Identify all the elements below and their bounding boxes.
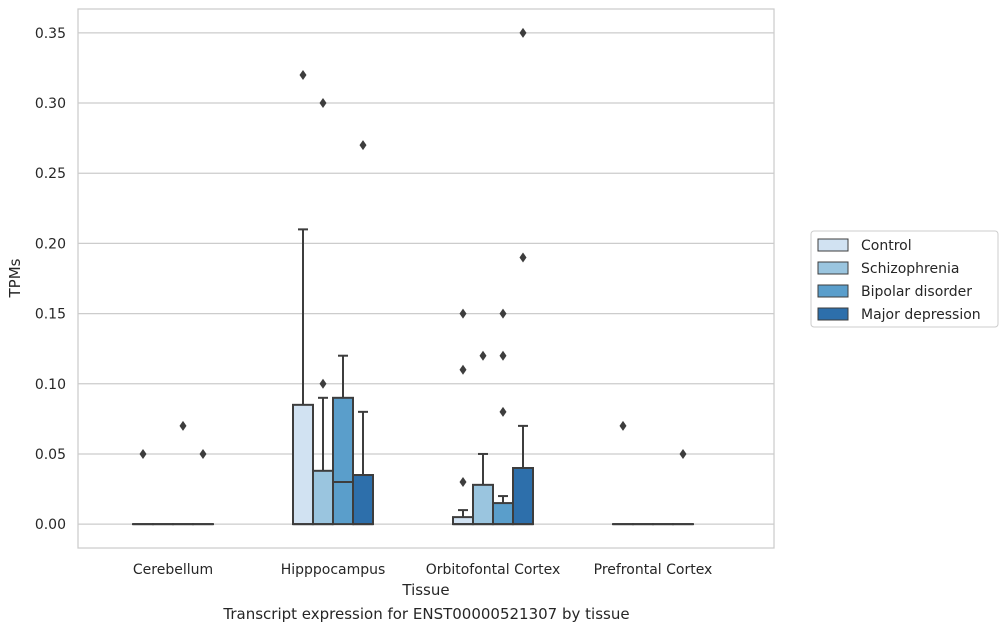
- box-group: [512, 27, 534, 526]
- box-group: [492, 308, 514, 526]
- box-group: [172, 420, 194, 526]
- x-tick-label: Orbitofontal Cortex: [426, 562, 561, 578]
- outlier-point: [679, 448, 687, 459]
- outlier-point: [319, 378, 327, 389]
- y-tick-label: 0.10: [35, 377, 66, 393]
- outlier-point: [359, 140, 367, 151]
- box: [332, 396, 354, 526]
- legend-label: Schizophrenia: [861, 261, 959, 277]
- x-tick-labels: Cerebellum Hipppocampus Orbitofontal Corte…: [133, 562, 712, 578]
- y-tick-label: 0.25: [35, 166, 66, 182]
- box: [472, 483, 494, 526]
- box-series: [132, 27, 694, 526]
- y-tick-label: 0.20: [35, 236, 66, 252]
- legend-swatch: [817, 284, 849, 298]
- outlier-point: [459, 308, 467, 319]
- x-axis-label: Tissue: [401, 581, 449, 599]
- box-group: [192, 448, 214, 526]
- outlier-point: [459, 364, 467, 375]
- box-group: [452, 308, 474, 526]
- box-group: [332, 354, 354, 526]
- y-axis-label: TPMs: [6, 258, 24, 298]
- outlier-point: [499, 350, 507, 361]
- box-group: [312, 98, 334, 526]
- x-tick-label: Hipppocampus: [281, 562, 386, 578]
- outlier-point: [499, 406, 507, 417]
- legend-label: Control: [861, 238, 912, 254]
- box: [492, 502, 514, 526]
- legend-frame: [810, 230, 999, 328]
- outlier-point: [519, 27, 527, 38]
- legend: Control Schizophrenia Bipolar disorder Majo…: [810, 230, 999, 328]
- legend-swatch: [817, 307, 849, 321]
- y-tick-label: 0.05: [35, 447, 66, 463]
- y-tick-label: 0.35: [35, 26, 66, 42]
- outlier-point: [459, 477, 467, 488]
- x-tick-label: Cerebellum: [133, 562, 213, 578]
- box: [452, 516, 474, 526]
- outlier-point: [519, 252, 527, 263]
- legend-label: Bipolar disorder: [861, 284, 972, 300]
- chart-caption: Transcript expression for ENST0000052130…: [223, 605, 630, 623]
- outlier-point: [619, 420, 627, 431]
- box-group: [292, 69, 314, 526]
- legend-swatch: [817, 238, 849, 252]
- box: [292, 403, 314, 526]
- plot-frame: [77, 8, 775, 549]
- grid-lines: [78, 32, 774, 525]
- box-group: [472, 350, 494, 526]
- outlier-point: [199, 448, 207, 459]
- x-tick-label: Prefrontal Cortex: [594, 562, 713, 578]
- y-tick-label: 0.30: [35, 96, 66, 112]
- box-group: [132, 448, 154, 526]
- box-group: [352, 140, 374, 526]
- box-group: [612, 420, 634, 526]
- y-tick-labels: 0.00 0.05 0.10 0.15 0.20 0.25 0.30 0.35: [35, 26, 66, 533]
- outlier-point: [299, 69, 307, 80]
- box: [352, 474, 374, 526]
- y-tick-label: 0.00: [35, 517, 66, 533]
- y-tick-label: 0.15: [35, 307, 66, 323]
- outlier-point: [479, 350, 487, 361]
- outlier-point: [319, 98, 327, 109]
- box: [512, 466, 534, 526]
- legend-label: Major depression: [861, 307, 981, 323]
- box-group: [672, 448, 694, 526]
- outlier-point: [499, 308, 507, 319]
- box: [312, 469, 334, 526]
- outlier-point: [179, 420, 187, 431]
- legend-swatch: [817, 261, 849, 275]
- outlier-point: [139, 448, 147, 459]
